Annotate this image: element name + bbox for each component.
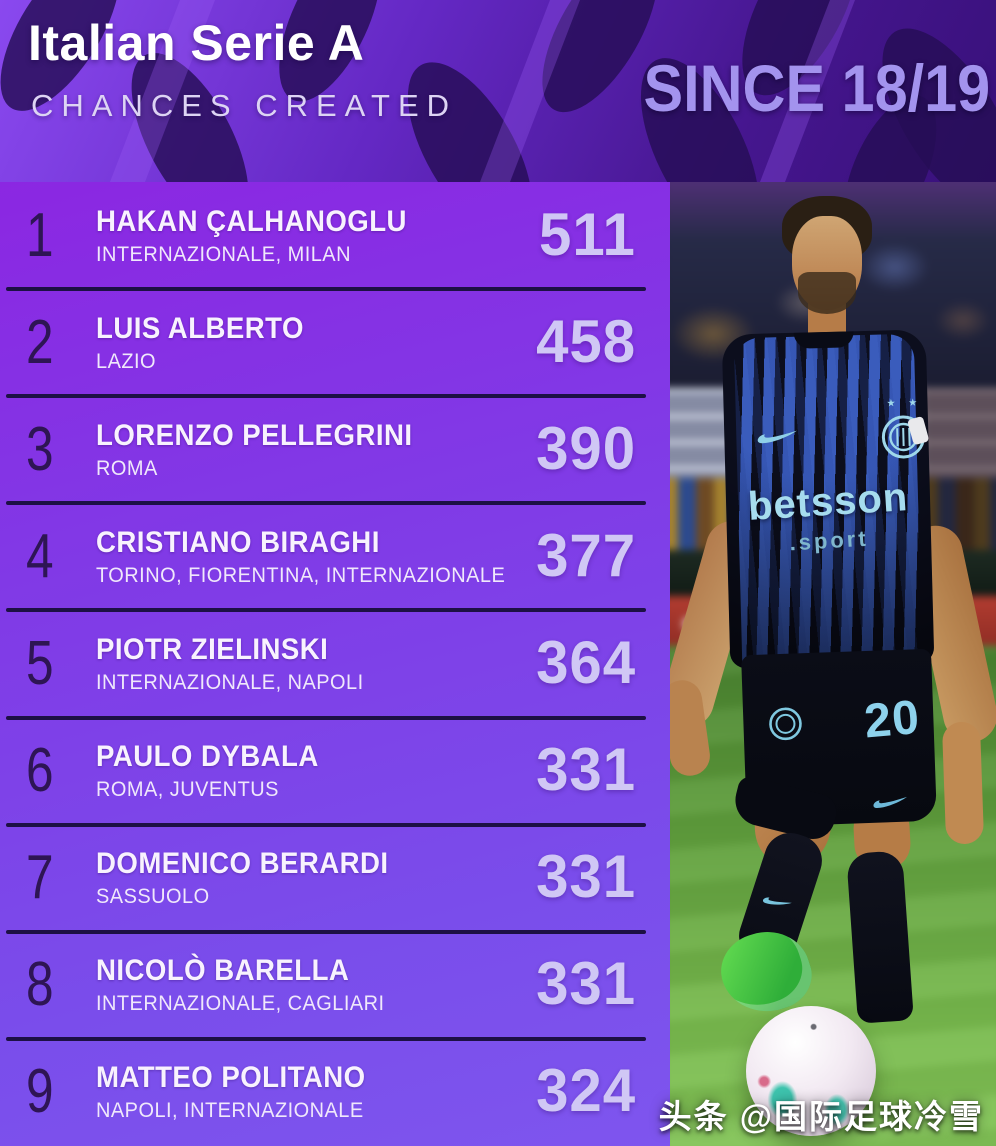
player-info: LORENZO PELLEGRINI ROMA <box>90 419 670 481</box>
chances-value: 331 <box>535 736 636 804</box>
player-clubs: TORINO, FIORENTINA, INTERNAZIONALE <box>96 563 506 587</box>
player-clubs: SASSUOLO <box>96 885 210 909</box>
nike-swoosh-icon <box>757 430 797 444</box>
rank-number: 9 <box>26 1057 54 1127</box>
player-info: HAKAN ÇALHANOGLU INTERNAZIONALE, MILAN <box>90 205 670 267</box>
player-name: MATTEO POLITANO <box>96 1061 366 1095</box>
player-right-sock <box>733 826 829 968</box>
page-subtitle: CHANCES CREATED <box>31 88 458 123</box>
chances-value: 331 <box>535 950 636 1018</box>
player-info: DOMENICO BERARDI SASSUOLO <box>90 847 670 909</box>
inter-shirt: ★ ★ betsson .sport <box>721 329 935 669</box>
player-info: LUIS ALBERTO LAZIO <box>90 312 670 374</box>
player-name: HAKAN ÇALHANOGLU <box>96 204 407 238</box>
ranking-rows: 1 HAKAN ÇALHANOGLU INTERNAZIONALE, MILAN… <box>0 182 670 1146</box>
table-row: 9 MATTEO POLITANO NAPOLI, INTERNAZIONALE… <box>0 1036 670 1146</box>
chances-value: 458 <box>535 307 636 375</box>
page-title: Italian Serie A <box>28 15 365 71</box>
chances-value: 324 <box>535 1057 636 1125</box>
player-name: LUIS ALBERTO <box>96 311 304 345</box>
chances-value: 390 <box>535 414 636 482</box>
rank-number: 3 <box>26 414 54 484</box>
header-banner: Italian Serie A CHANCES CREATED SINCE 18… <box>0 0 996 182</box>
ranking-panel: 1 HAKAN ÇALHANOGLU INTERNAZIONALE, MILAN… <box>0 182 670 1146</box>
chances-value: 331 <box>535 843 636 911</box>
rank-number: 7 <box>26 843 54 913</box>
rank-number: 5 <box>26 628 54 698</box>
shorts-number: 20 <box>861 690 922 749</box>
football-icon <box>746 1006 876 1136</box>
player-clubs: ROMA <box>96 456 158 480</box>
player-name: PAULO DYBALA <box>96 740 319 774</box>
chances-value: 377 <box>535 521 636 589</box>
table-row: 7 DOMENICO BERARDI SASSUOLO 331 <box>0 822 670 932</box>
player-name: DOMENICO BERARDI <box>96 847 389 881</box>
petal-pattern-decoration <box>0 0 996 182</box>
table-row: 8 NICOLÒ BARELLA INTERNAZIONALE, CAGLIAR… <box>0 929 670 1039</box>
inter-badge-icon <box>769 707 802 741</box>
rank-number: 4 <box>26 521 54 591</box>
table-row: 4 CRISTIANO BIRAGHI TORINO, FIORENTINA, … <box>0 501 670 610</box>
player-info: CRISTIANO BIRAGHI TORINO, FIORENTINA, IN… <box>90 526 670 588</box>
since-label: SINCE 18/19 <box>643 51 990 125</box>
rank-number: 2 <box>26 307 54 377</box>
inter-shorts: 20 <box>741 648 937 828</box>
player-clubs: INTERNAZIONALE, MILAN <box>96 242 351 266</box>
nike-swoosh-icon <box>762 897 792 905</box>
rank-number: 6 <box>26 736 54 806</box>
chances-value: 364 <box>535 629 636 697</box>
rank-number: 8 <box>26 950 54 1020</box>
player-photo: ★ ★ betsson .sport 20 <box>670 182 996 1146</box>
player-clubs: INTERNAZIONALE, CAGLIARI <box>96 992 385 1016</box>
player-beard <box>798 272 856 314</box>
table-row: 2 LUIS ALBERTO LAZIO 458 <box>0 287 670 396</box>
player-info: NICOLÒ BARELLA INTERNAZIONALE, CAGLIARI <box>90 954 670 1016</box>
player-clubs: LAZIO <box>96 349 157 373</box>
table-row: 5 PIOTR ZIELINSKI INTERNAZIONALE, NAPOLI… <box>0 608 670 717</box>
player-info: PAULO DYBALA ROMA, JUVENTUS <box>90 740 670 802</box>
player-name: PIOTR ZIELINSKI <box>96 632 329 666</box>
rank-number: 1 <box>26 200 54 270</box>
player-info: MATTEO POLITANO NAPOLI, INTERNAZIONALE <box>90 1061 670 1123</box>
player-info: PIOTR ZIELINSKI INTERNAZIONALE, NAPOLI <box>90 633 670 695</box>
inter-stars-icon: ★ ★ <box>886 397 923 410</box>
player-left-forearm <box>941 721 985 845</box>
player-left-sock <box>846 850 914 1024</box>
player-clubs: ROMA, JUVENTUS <box>96 778 279 802</box>
player-clubs: NAPOLI, INTERNAZIONALE <box>96 1099 364 1123</box>
chances-value: 511 <box>539 200 636 268</box>
player-name: CRISTIANO BIRAGHI <box>96 525 380 559</box>
player-figure: ★ ★ betsson .sport 20 <box>670 182 996 1146</box>
player-clubs: INTERNAZIONALE, NAPOLI <box>96 670 364 694</box>
player-name: LORENZO PELLEGRINI <box>96 418 413 452</box>
table-row: 1 HAKAN ÇALHANOGLU INTERNAZIONALE, MILAN… <box>0 182 670 289</box>
nike-swoosh-icon <box>873 796 908 809</box>
player-name: NICOLÒ BARELLA <box>96 954 350 988</box>
table-row: 3 LORENZO PELLEGRINI ROMA 390 <box>0 394 670 503</box>
table-row: 6 PAULO DYBALA ROMA, JUVENTUS 331 <box>0 715 670 825</box>
watermark: 头条 @国际足球冷雪 <box>658 1098 984 1135</box>
